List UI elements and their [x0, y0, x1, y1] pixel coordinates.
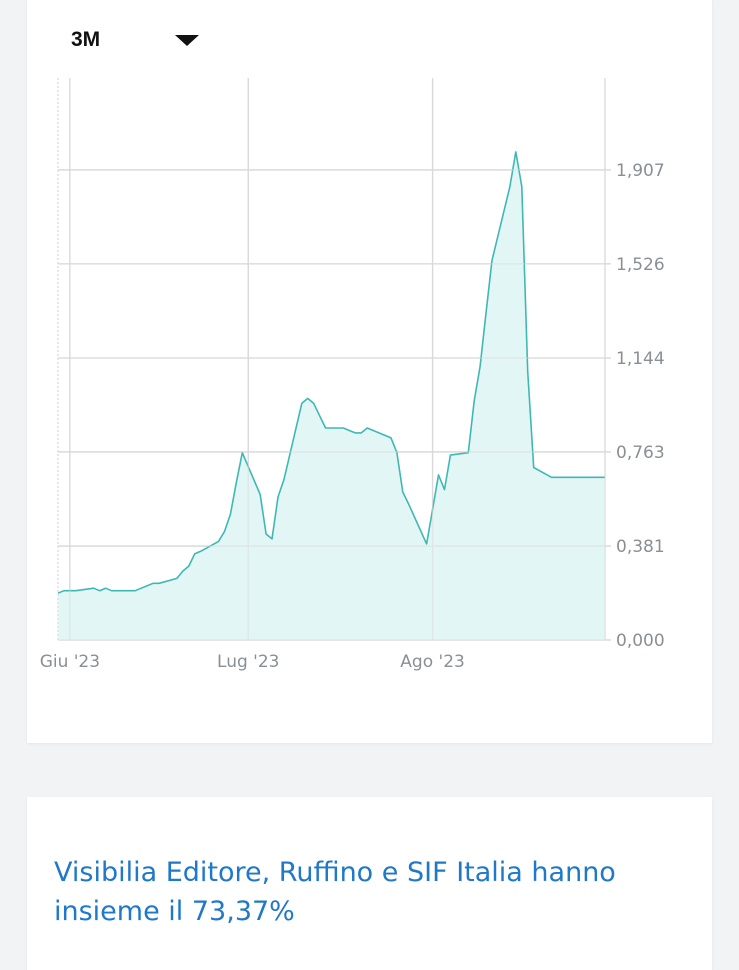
series-line — [57, 151, 605, 594]
x-tick-label: Giu '23 — [40, 652, 100, 672]
chart-axes: 0,000 0,381 0,763 1,144 1,526 1,907 Giu '23 Lug… — [40, 161, 665, 672]
x-tick-label: Ago '23 — [400, 652, 465, 672]
y-tick-label: 0,381 — [616, 537, 665, 557]
y-tick-label: 1,907 — [616, 161, 665, 181]
x-tick-label: Lug '23 — [217, 652, 279, 672]
chart-grid-overlay — [57, 78, 611, 641]
price-chart: 0,000 0,381 0,763 1,144 1,526 1,907 Giu '23 Lug… — [40, 78, 665, 672]
chart-series — [57, 151, 605, 640]
news-headline-link[interactable]: Visibilia Editore, Ruffino e SIF Italia … — [54, 857, 616, 927]
news-card[interactable]: Visibilia Editore, Ruffino e SIF Italia … — [27, 797, 712, 970]
range-selector-label: 3M — [71, 28, 101, 51]
chart-card: 3M 0,000 0,381 0,763 1,144 1,526 1,907 Giu '23… — [27, 0, 712, 743]
range-selector-dropdown[interactable]: 3M — [71, 28, 199, 52]
caret-down-icon — [175, 34, 199, 46]
y-tick-label: 0,000 — [616, 631, 665, 651]
series-area — [58, 151, 605, 640]
y-tick-label: 1,526 — [616, 255, 665, 275]
y-tick-label: 0,763 — [616, 443, 665, 463]
y-tick-label: 1,144 — [616, 349, 665, 369]
